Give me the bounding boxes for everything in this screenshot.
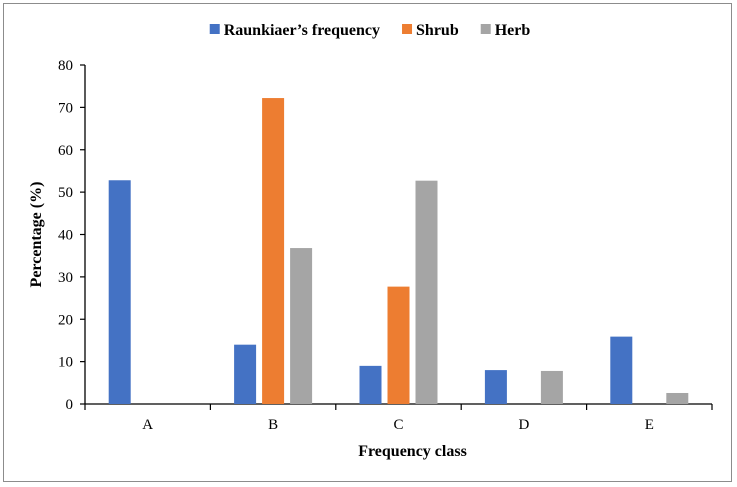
bar-B-0 bbox=[234, 344, 257, 404]
chart-frame bbox=[3, 3, 732, 482]
x-axis-title: Frequency class bbox=[358, 443, 467, 460]
y-axis-title: Percentage (%) bbox=[28, 182, 45, 288]
x-tick-label: B bbox=[268, 417, 278, 433]
bar-D-0 bbox=[484, 370, 507, 404]
bar-E-0 bbox=[610, 336, 633, 404]
y-tick-label: 40 bbox=[58, 228, 73, 244]
bar-A-0 bbox=[108, 180, 131, 404]
y-tick-label: 70 bbox=[58, 100, 73, 116]
legend-label-0: Raunkiaer’s frequency bbox=[224, 22, 380, 39]
y-tick-label: 0 bbox=[66, 397, 74, 413]
y-tick-label: 80 bbox=[58, 58, 73, 74]
bar-C-1 bbox=[387, 286, 410, 404]
bar-D-2 bbox=[540, 370, 563, 404]
y-tick-label: 20 bbox=[58, 312, 73, 328]
bar-E-2 bbox=[666, 392, 689, 404]
y-tick-label: 30 bbox=[58, 270, 73, 286]
legend-swatch-2 bbox=[480, 24, 491, 34]
bar-B-2 bbox=[290, 248, 313, 404]
x-tick-label: A bbox=[142, 417, 153, 433]
x-tick-label: C bbox=[393, 417, 403, 433]
y-tick-label: 10 bbox=[58, 355, 73, 371]
y-tick-label: 50 bbox=[58, 185, 73, 201]
x-tick-label: E bbox=[645, 417, 654, 433]
bar-C-2 bbox=[415, 180, 438, 404]
y-tick-label: 60 bbox=[58, 143, 73, 159]
legend-label-2: Herb bbox=[495, 22, 531, 39]
legend-swatch-1 bbox=[402, 24, 413, 34]
bar-B-1 bbox=[262, 98, 285, 405]
x-tick-label: D bbox=[518, 417, 529, 433]
legend-label-1: Shrub bbox=[416, 22, 459, 39]
bar-C-0 bbox=[359, 365, 382, 404]
legend-swatch-0 bbox=[209, 24, 220, 34]
